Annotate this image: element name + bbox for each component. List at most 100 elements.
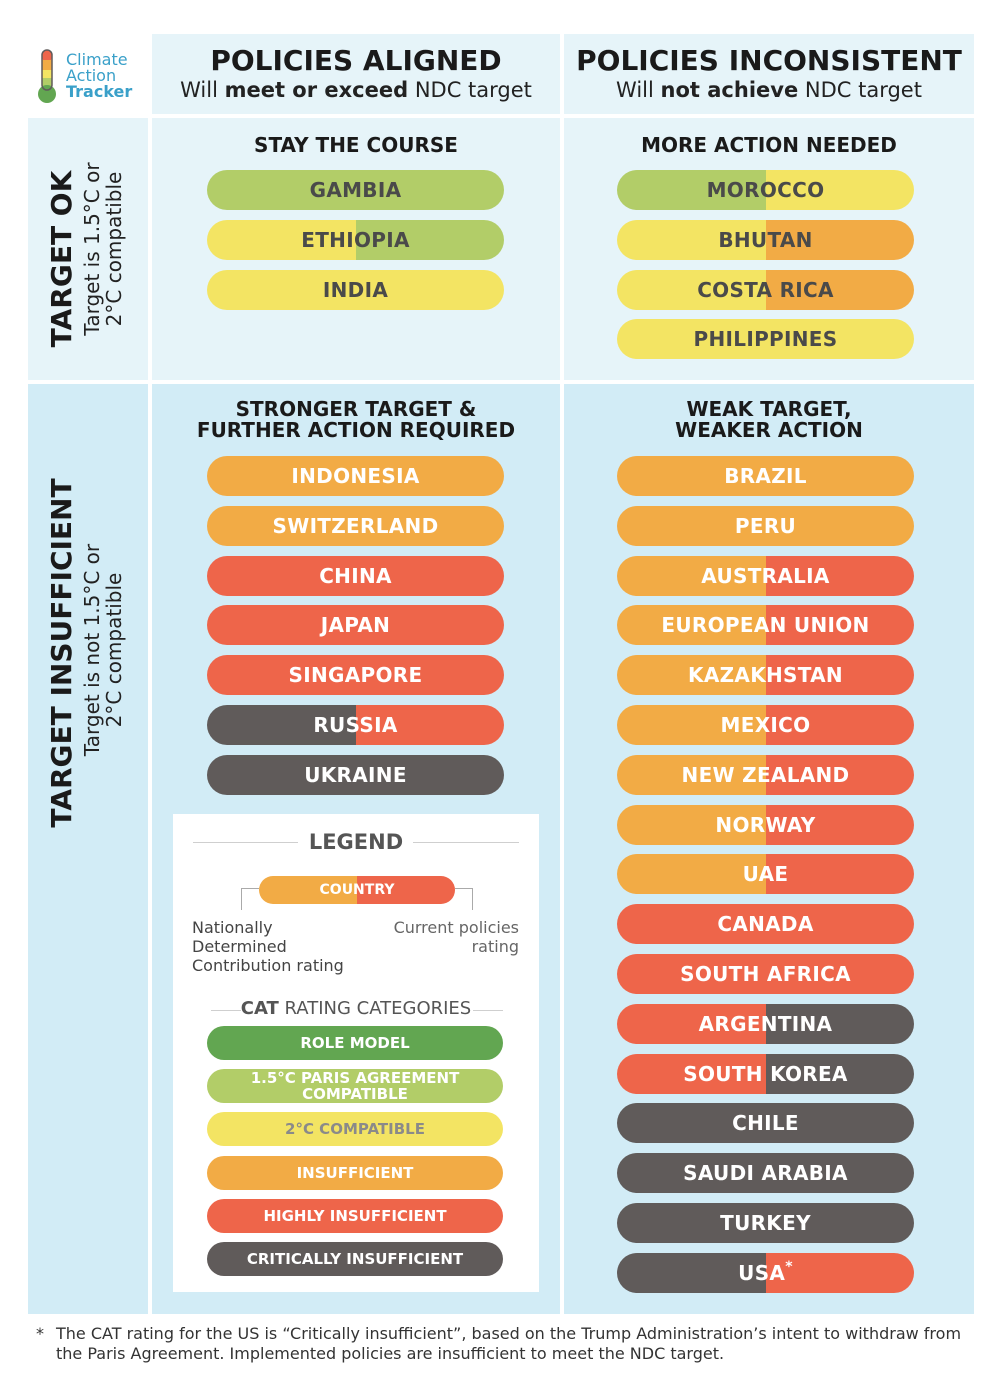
country-name: ARGENTINA (617, 1004, 914, 1044)
quadrant-weak-target: WEAK TARGET, WEAKER ACTION BRAZIL PERU AUS… (564, 384, 974, 1314)
ndc-rating-half (617, 655, 766, 696)
ndc-rating-half (617, 555, 766, 596)
country-name: INDONESIA (207, 456, 504, 496)
policy-rating-half (765, 804, 914, 845)
sub-bold: meet or exceed (224, 78, 409, 102)
country-name-text: SOUTH AFRICA (680, 962, 851, 986)
legend-sample-ndc-half (259, 876, 357, 904)
country-pill: INDIA (207, 269, 504, 310)
country-pill: UKRAINE (207, 754, 504, 795)
country-pill: ETHIOPIA (207, 219, 504, 260)
note-line: Determined (192, 937, 287, 956)
country-name: UAE (617, 854, 914, 894)
policy-rating-half (765, 1252, 914, 1293)
country-name-text: INDIA (322, 277, 389, 302)
country-name: NORWAY (617, 805, 914, 845)
quadrant-stay-the-course: STAY THE COURSE GAMBIA ETHIOPIA INDIA (152, 118, 560, 380)
ndc-rating-half (617, 1203, 766, 1243)
ndc-rating-half (617, 1153, 766, 1194)
cat-title-bold: CAT (240, 998, 279, 1019)
row-sub-insufficient-1: Target is not 1.5°C or (80, 543, 104, 757)
country-name-text: SOUTH KOREA (683, 1061, 848, 1086)
country-pill: SAUDI ARABIA (617, 1153, 914, 1194)
note-line: Current policies (393, 918, 519, 937)
ndc-rating-half (617, 854, 766, 895)
country-pill: EUROPEAN UNION (617, 605, 914, 646)
category-label: INSUFFICIENT (297, 1165, 414, 1181)
bracket-right (455, 888, 473, 910)
country-pill: PHILIPPINES (617, 319, 914, 360)
row-title-insufficient: TARGET INSUFFICIENT (45, 478, 78, 828)
policy-rating-half (355, 505, 504, 546)
legend-sample-label: COUNTRY (319, 882, 395, 898)
category-two_c: 2°C COMPATIBLE (207, 1112, 503, 1147)
country-name: KAZAKHSTAN (617, 655, 914, 695)
ndc-rating-half (617, 1053, 766, 1094)
country-name: UKRAINE (207, 755, 504, 795)
policy-rating-half (765, 754, 914, 795)
row-header-ok: TARGET OK Target is 1.5°C or 2°C compati… (28, 118, 148, 380)
legend-divider-left (193, 842, 298, 843)
ndc-rating-half (617, 705, 766, 745)
ndc-rating-half (207, 754, 356, 795)
country-name-text: SWITZERLAND (272, 513, 439, 538)
cat-divider-right (473, 1010, 503, 1011)
logo-line-1: Climate (66, 50, 128, 69)
country-name: AUSTRALIA (617, 556, 914, 596)
country-name-text: CHINA (319, 563, 392, 588)
category-label: HIGHLY INSUFFICIENT (263, 1208, 446, 1224)
legend-sample-pill: COUNTRY (259, 876, 455, 904)
country-name-text: MEXICO (720, 713, 811, 737)
country-name-text: INDONESIA (291, 464, 420, 488)
ndc-rating-half (207, 505, 356, 546)
policy-rating-half (765, 1103, 914, 1144)
ndc-rating-half (207, 555, 356, 596)
logo: Climate Action Tracker (28, 34, 148, 114)
policy-rating-half (355, 555, 504, 596)
column-subtitle-inconsistent: Will not achieve NDC target (564, 78, 974, 102)
quadrant-title: MORE ACTION NEEDED (641, 133, 897, 157)
footnote-text: The CAT rating for the US is “Critically… (56, 1324, 962, 1363)
ndc-rating-half (207, 655, 356, 696)
policy-rating-half (765, 1153, 914, 1194)
ndc-rating-half (617, 605, 766, 646)
category-paris: 1.5°C PARIS AGREEMENT COMPATIBLE (207, 1069, 503, 1104)
legend-sample-policy-half (357, 876, 455, 904)
column-title-inconsistent: POLICIES INCONSISTENT (576, 44, 962, 77)
row-header-insufficient-text: TARGET INSUFFICIENT Target is not 1.5°C … (45, 300, 126, 1000)
country-name: GAMBIA (207, 170, 504, 210)
country-pill: ARGENTINA (617, 1003, 914, 1044)
category-label-line-1: 2°C COMPATIBLE (285, 1120, 425, 1139)
quadrant-title-line-2: WEAKER ACTION (675, 418, 863, 442)
country-pill: UAE (617, 854, 914, 895)
ndc-rating-half (617, 754, 766, 795)
country-name-text: GAMBIA (309, 178, 402, 202)
category-label: ROLE MODEL (300, 1035, 409, 1051)
country-pill: GAMBIA (207, 170, 504, 210)
ndc-rating-half (617, 456, 766, 496)
country-pill: NORWAY (617, 804, 914, 845)
policy-rating-half (765, 605, 914, 646)
sub-post: NDC target (798, 78, 922, 102)
country-name-text: CANADA (717, 912, 814, 937)
sub-bold: not achieve (660, 78, 799, 102)
country-name-text: UAE (742, 862, 789, 887)
footnote-mark: * (785, 1258, 793, 1275)
country-name-text: SINGAPORE (288, 663, 423, 688)
country-pill: RUSSIA (207, 705, 504, 745)
note-line: Nationally (192, 918, 273, 937)
country-pill: KAZAKHSTAN (617, 655, 914, 696)
policy-rating-half (765, 655, 914, 696)
policy-rating-half (765, 904, 914, 945)
country-name: SOUTH AFRICA (617, 954, 914, 994)
legend: LEGEND COUNTRY Nationally Determined Con… (173, 814, 539, 1292)
country-name-text: JAPAN (320, 613, 391, 638)
country-name-text: ARGENTINA (698, 1011, 833, 1036)
country-name: CHILE (617, 1103, 914, 1143)
country-pill: SOUTH AFRICA (617, 954, 914, 994)
category-label: CRITICALLY INSUFFICIENT (247, 1251, 463, 1267)
country-name-text: TURKEY (720, 1211, 811, 1235)
country-name-text: SAUDI ARABIA (683, 1161, 848, 1186)
ndc-rating-half (617, 219, 766, 260)
category-role_model: ROLE MODEL (207, 1026, 503, 1060)
